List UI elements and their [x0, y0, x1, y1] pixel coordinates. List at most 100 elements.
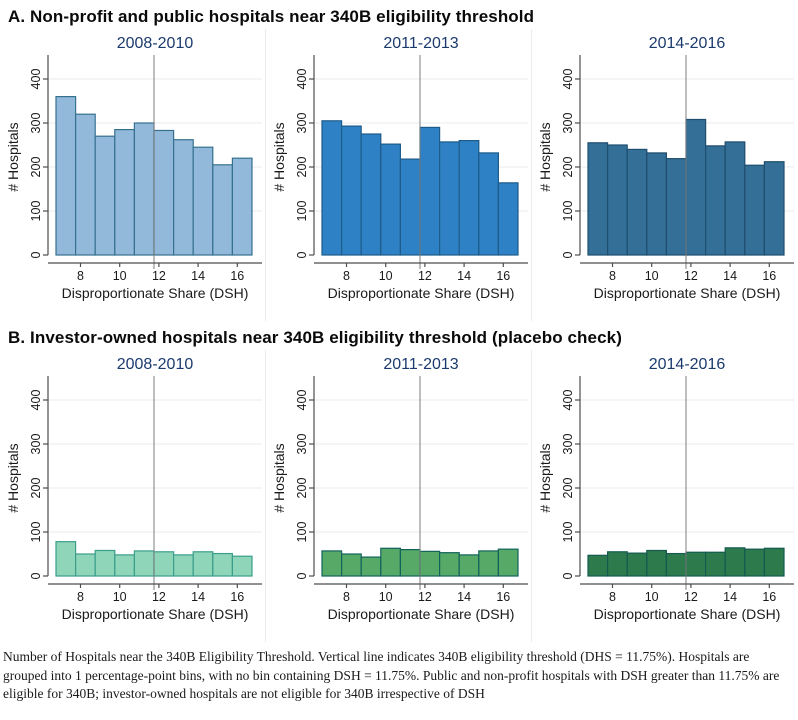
- histogram-bar: [94, 549, 116, 577]
- x-tick-label: 14: [723, 590, 737, 604]
- y-tick-label: 0: [29, 251, 43, 258]
- figure-caption: Number of Hospitals near the 340B Eligib…: [3, 649, 780, 702]
- y-tick-label: 400: [295, 69, 309, 90]
- chart-title: 2008-2010: [117, 35, 194, 52]
- x-axis-label: Disproportionate Share (DSH): [594, 606, 781, 622]
- x-tick-label: 10: [645, 590, 659, 604]
- x-tick-label: 12: [418, 590, 432, 604]
- histogram-bar: [133, 122, 155, 256]
- histogram-bar: [212, 164, 234, 256]
- histogram-bar: [419, 550, 441, 577]
- histogram-bar: [321, 550, 343, 577]
- y-tick-label: 400: [561, 69, 575, 90]
- histogram-bar: [231, 555, 253, 577]
- x-tick-label: 16: [496, 269, 510, 283]
- chart-title: 2011-2013: [383, 35, 458, 52]
- x-tick-label: 12: [418, 269, 432, 283]
- y-axis-label: # Hospitals: [537, 443, 553, 512]
- histogram-bar: [705, 551, 726, 577]
- x-tick-label: 10: [113, 269, 127, 283]
- chart-cell-b-2008-2010: 0 100 200 300 400 8 10 12 14 16 2008-2010 Dispropor…: [0, 350, 266, 642]
- histogram-bar: [114, 128, 136, 256]
- histogram-bar: [360, 133, 382, 256]
- histogram-bar: [497, 548, 519, 577]
- histogram-bar: [419, 126, 441, 256]
- histogram-b-2014-2016: 0 100 200 300 400 8 10 12 14 16 2014-2016 Dispropor…: [537, 356, 794, 622]
- histogram-bar: [380, 143, 402, 256]
- x-tick-label: 8: [343, 590, 350, 604]
- x-tick-label: 12: [684, 269, 698, 283]
- x-tick-label: 14: [457, 590, 471, 604]
- y-tick-label: 200: [295, 478, 309, 499]
- x-tick-label: 14: [191, 590, 205, 604]
- histogram-bar: [587, 554, 609, 577]
- histogram-bar: [439, 141, 460, 256]
- y-tick-label: 200: [561, 157, 575, 178]
- histogram-bar: [458, 139, 480, 256]
- histogram-bar: [133, 550, 155, 577]
- x-tick-label: 16: [230, 269, 244, 283]
- x-tick-label: 14: [457, 269, 471, 283]
- chart-cell-b-2014-2016: 0 100 200 300 400 8 10 12 14 16 2014-2016 Dispropor…: [532, 350, 798, 642]
- y-tick-label: 300: [295, 434, 309, 455]
- y-axis-label: # Hospitals: [271, 443, 287, 512]
- y-tick-label: 300: [295, 113, 309, 134]
- histogram-bar: [685, 551, 707, 577]
- x-tick-label: 8: [77, 590, 84, 604]
- x-tick-label: 8: [77, 269, 84, 283]
- y-tick-label: 300: [561, 113, 575, 134]
- y-tick-label: 300: [561, 434, 575, 455]
- histogram-bar: [192, 551, 214, 577]
- histogram-bar: [360, 556, 382, 577]
- chart-title: 2014-2016: [649, 356, 726, 373]
- histogram-bar: [606, 144, 628, 256]
- y-tick-label: 300: [29, 113, 43, 134]
- histogram-bar: [380, 547, 402, 577]
- y-tick-label: 100: [561, 201, 575, 222]
- histogram-bar: [399, 158, 421, 256]
- panel-a-title: A. Non-profit and public hospitals near …: [8, 7, 535, 26]
- histogram-bar: [724, 141, 746, 256]
- x-tick-label: 16: [762, 590, 776, 604]
- x-axis-label: Disproportionate Share (DSH): [328, 606, 515, 622]
- histogram-bar: [763, 547, 785, 577]
- histogram-bar: [192, 146, 214, 256]
- histogram-bar: [340, 553, 362, 577]
- chart-cell-a-2014-2016: 0 100 200 300 400 8 10 12 14 16 2014-2016 Dispropor…: [532, 29, 798, 321]
- chart-title: 2011-2013: [383, 356, 458, 373]
- histogram-bar: [478, 152, 500, 256]
- histogram-bar: [55, 95, 77, 256]
- y-tick-label: 400: [295, 390, 309, 411]
- x-axis-label: Disproportionate Share (DSH): [594, 285, 781, 301]
- y-tick-label: 0: [29, 572, 43, 579]
- x-tick-label: 10: [379, 590, 393, 604]
- histogram-a-2008-2010: 0 100 200 300 400 8 10 12 14 16 2008-2010 Dispropor…: [5, 35, 262, 301]
- y-tick-label: 400: [29, 69, 43, 90]
- x-axis-label: Disproportionate Share (DSH): [328, 285, 515, 301]
- histogram-bar: [606, 551, 628, 577]
- histogram-bar: [399, 549, 421, 577]
- x-tick-label: 10: [113, 590, 127, 604]
- chart-cell-b-2011-2013: 0 100 200 300 400 8 10 12 14 16 2011-2013 Dispropor…: [266, 350, 532, 642]
- panel-b-row: 0 100 200 300 400 8 10 12 14 16 2008-2010 Dispropor…: [0, 350, 798, 642]
- chart-cell-a-2008-2010: 0 100 200 300 400 8 10 12 14 16 2008-2010 Dispropor…: [0, 29, 266, 321]
- histogram-bar: [646, 152, 668, 256]
- x-tick-label: 14: [723, 269, 737, 283]
- histogram-bar: [705, 145, 726, 256]
- y-axis-label: # Hospitals: [537, 122, 553, 191]
- histogram-bar: [587, 142, 609, 256]
- histogram-bar: [340, 125, 362, 256]
- histogram-bar: [212, 552, 234, 577]
- x-tick-label: 8: [609, 590, 616, 604]
- histogram-bar: [626, 148, 648, 256]
- y-tick-label: 100: [29, 522, 43, 543]
- x-tick-label: 16: [230, 590, 244, 604]
- y-axis-label: # Hospitals: [271, 122, 287, 191]
- histogram-bar: [646, 549, 668, 577]
- histogram-bar: [173, 139, 194, 256]
- y-tick-label: 200: [29, 157, 43, 178]
- histogram-bar: [153, 551, 175, 577]
- x-tick-label: 10: [379, 269, 393, 283]
- histogram-bar: [74, 113, 96, 256]
- histogram-b-2008-2010: 0 100 200 300 400 8 10 12 14 16 2008-2010 Dispropor…: [5, 356, 262, 622]
